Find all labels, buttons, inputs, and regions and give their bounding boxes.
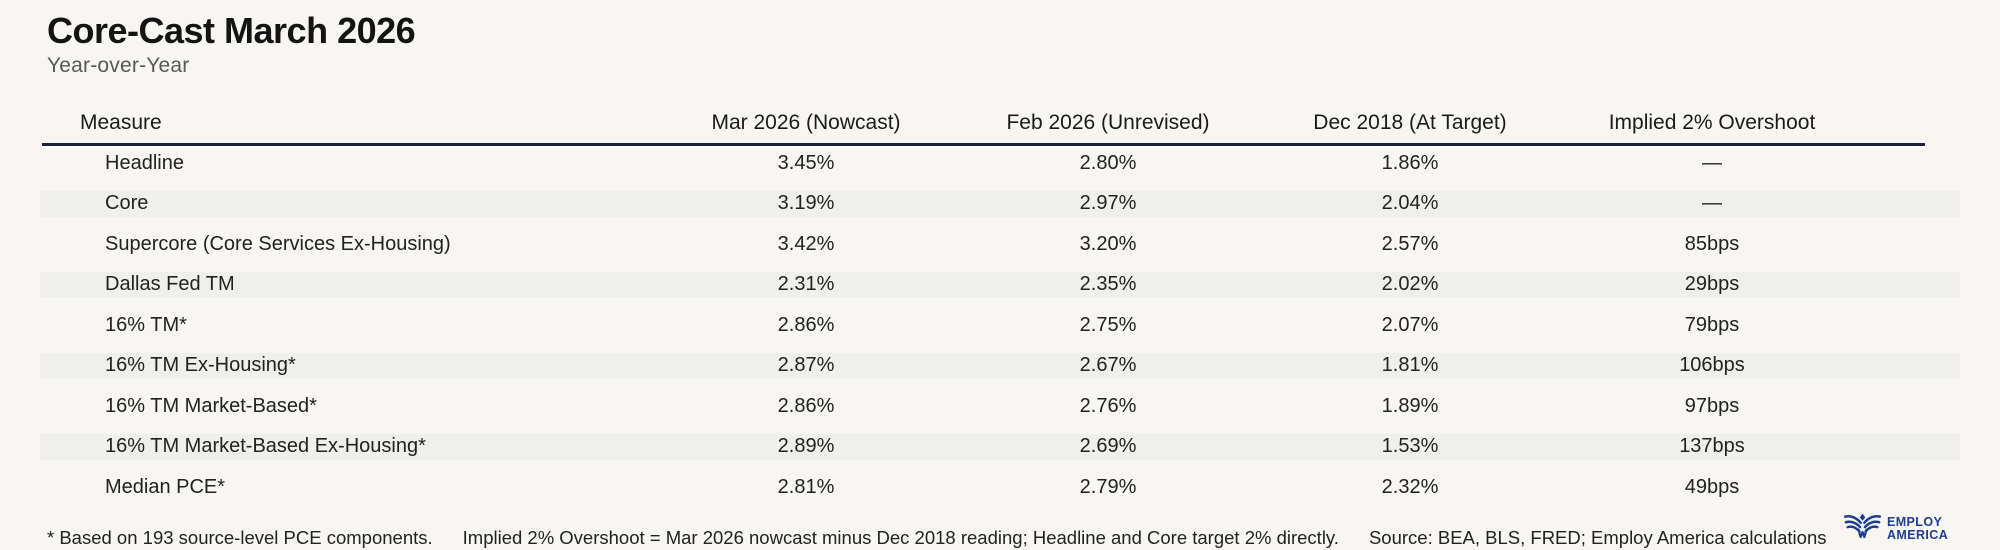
value-cell: 97bps [1684,394,1740,417]
value-cell: 1.86% [1381,151,1439,174]
measure-cell: Headline [105,151,184,174]
table-row-core: Core 3.19% 2.97% 2.04% — [40,184,1960,225]
value-cell: 2.57% [1381,232,1439,255]
value-cell: 2.69% [1079,435,1137,458]
measure-cell: Core [105,192,149,215]
corecast-table: Measure Mar 2026 (Nowcast) Feb 2026 (Unr… [40,103,1960,498]
table-row-16-tm-market-based-ex-housing: 16% TM Market-Based Ex-Housing* 2.89% 2.… [40,427,1960,468]
value-cell: 2.32% [1381,475,1439,498]
page-title: Core-Cast March 2026 [47,10,416,51]
table-row-16-tm-ex-housing: 16% TM Ex-Housing* 2.87% 2.67% 1.81% 106… [40,346,1960,387]
measure-cell: 16% TM Ex-Housing* [105,354,296,377]
value-cell: 2.89% [777,435,835,458]
value-cell: 2.02% [1381,273,1439,296]
value-cell: 2.87% [777,354,835,377]
table-row-headline: Headline 3.45% 2.80% 1.86% — [40,143,1960,184]
value-cell: 3.45% [777,151,835,174]
table-body: Headline 3.45% 2.80% 1.86% — Core 3.19% … [40,143,1960,508]
value-cell: 79bps [1684,313,1740,336]
value-cell: 2.97% [1079,192,1137,215]
value-cell: 3.20% [1079,232,1137,255]
value-cell: 106bps [1679,354,1745,377]
value-cell: 49bps [1684,475,1740,498]
value-cell: 3.19% [777,192,835,215]
logo-wordmark: EMPLOY AMERICA [1887,514,1949,543]
column-header-dec-2018: Dec 2018 (At Target) [1313,111,1507,134]
footnote-methodology: Implied 2% Overshoot = Mar 2026 nowcast … [462,527,1339,548]
measure-cell: Supercore (Core Services Ex-Housing) [105,232,451,255]
measure-cell: 16% TM Market-Based Ex-Housing* [105,435,426,458]
table-row-16-tm-market-based: 16% TM Market-Based* 2.86% 2.76% 1.89% 9… [40,386,1960,427]
value-cell: 2.04% [1381,192,1439,215]
value-cell: 1.81% [1381,354,1439,377]
footnote-components: * Based on 193 source-level PCE componen… [47,527,433,548]
table-row-16-tm: 16% TM* 2.86% 2.75% 2.07% 79bps [40,305,1960,346]
table-row-median-pce: Median PCE* 2.81% 2.79% 2.32% 49bps [40,467,1960,508]
measure-cell: 16% TM* [105,313,187,336]
logo-line1: EMPLOY [1887,514,1943,529]
value-cell: 2.76% [1079,394,1137,417]
value-cell: 2.79% [1079,475,1137,498]
value-cell: 2.80% [1079,151,1137,174]
value-cell: 29bps [1684,273,1740,296]
measure-cell: Median PCE* [105,475,226,498]
table-header-row: Measure Mar 2026 (Nowcast) Feb 2026 (Unr… [40,103,1960,143]
value-cell: 1.89% [1381,394,1439,417]
value-cell: 2.67% [1079,354,1137,377]
value-cell: 2.81% [777,475,835,498]
employ-america-logo: EMPLOY AMERICA [1844,512,1948,546]
page-subtitle: Year-over-Year [47,54,190,77]
value-cell: 2.07% [1381,313,1439,336]
measure-cell: Dallas Fed TM [105,273,235,296]
value-cell: 2.86% [777,394,835,417]
value-cell: — [1702,192,1722,215]
value-cell: 2.75% [1079,313,1137,336]
table-row-supercore: Supercore (Core Services Ex-Housing) 3.4… [40,224,1960,265]
logo-line2: AMERICA [1887,528,1949,542]
table-row-dallas-fed-tm: Dallas Fed TM 2.31% 2.35% 2.02% 29bps [40,265,1960,306]
measure-cell: 16% TM Market-Based* [105,394,317,417]
value-cell: — [1702,151,1722,174]
column-header-mar-2026: Mar 2026 (Nowcast) [711,111,901,134]
footnote-source: Source: BEA, BLS, FRED; Employ America c… [1368,527,1827,548]
column-header-implied-overshoot: Implied 2% Overshoot [1608,111,1816,134]
value-cell: 2.86% [777,313,835,336]
value-cell: 1.53% [1381,435,1439,458]
value-cell: 3.42% [777,232,835,255]
footnote: * Based on 193 source-level PCE componen… [47,527,1827,549]
value-cell: 2.35% [1079,273,1137,296]
value-cell: 2.31% [777,273,835,296]
column-header-feb-2026: Feb 2026 (Unrevised) [1006,111,1210,134]
column-header-measure: Measure [80,111,162,134]
eagle-icon [1844,512,1881,546]
header-divider-rule [42,143,1925,146]
value-cell: 85bps [1684,232,1740,255]
value-cell: 137bps [1679,435,1745,458]
